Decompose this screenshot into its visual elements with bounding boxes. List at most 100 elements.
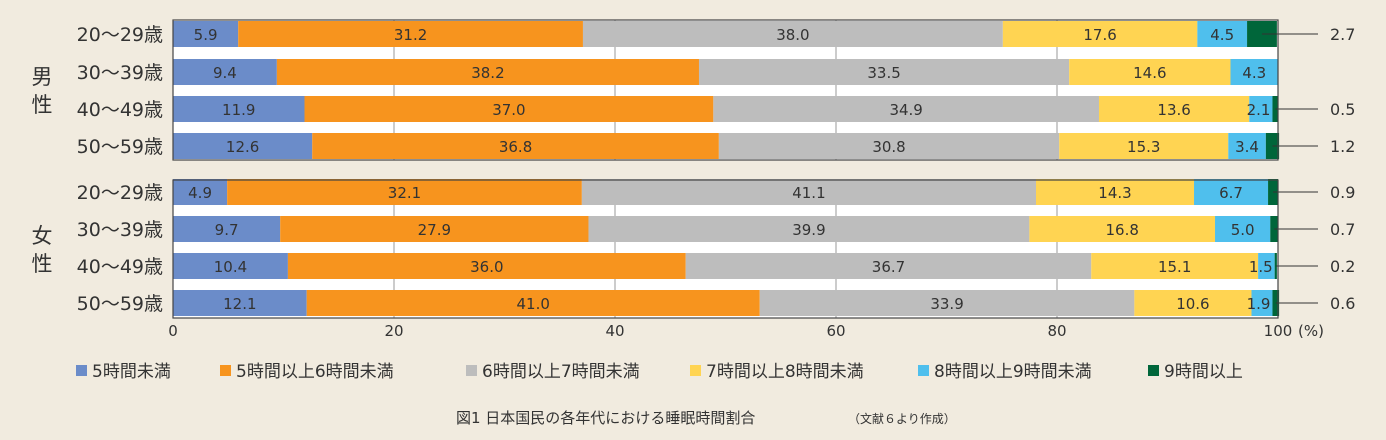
data-label: 0.7 bbox=[1330, 220, 1355, 239]
legend-label: 8時間以上9時間未満 bbox=[934, 362, 1092, 382]
data-label: 1.5 bbox=[1249, 258, 1273, 276]
bar-segment bbox=[1036, 179, 1195, 205]
group-label: 男 bbox=[32, 65, 53, 89]
data-label: 15.3 bbox=[1127, 138, 1160, 156]
category-label: 50〜59歳 bbox=[77, 136, 163, 158]
data-label: 38.2 bbox=[471, 64, 504, 82]
bar-segment bbox=[759, 290, 1135, 316]
legend-swatch bbox=[690, 365, 701, 376]
data-label: 2.7 bbox=[1330, 25, 1355, 44]
bar-segment bbox=[1098, 96, 1250, 122]
category-label: 20〜29歳 bbox=[77, 24, 163, 46]
data-label: 10.6 bbox=[1176, 295, 1209, 313]
bar-segment bbox=[1258, 253, 1275, 279]
bar-segment bbox=[1069, 59, 1231, 85]
legend-label: 9時間以上 bbox=[1164, 362, 1243, 382]
legend-label: 5時間未満 bbox=[92, 362, 171, 382]
x-tick-label: 100 bbox=[1264, 322, 1293, 340]
data-label: 41.1 bbox=[792, 184, 825, 202]
data-label: 27.9 bbox=[418, 221, 451, 239]
data-label: 0.5 bbox=[1330, 100, 1355, 119]
data-label: 9.7 bbox=[215, 221, 239, 239]
legend-label: 5時間以上6時間未満 bbox=[236, 362, 394, 382]
data-label: 12.6 bbox=[226, 138, 259, 156]
data-label: 13.6 bbox=[1157, 101, 1190, 119]
bar-segment bbox=[238, 21, 583, 47]
category-label: 50〜59歳 bbox=[77, 293, 163, 315]
data-label: 41.0 bbox=[517, 295, 550, 313]
bar-segment bbox=[1194, 179, 1269, 205]
data-label: 32.1 bbox=[388, 184, 421, 202]
bar-segment bbox=[173, 179, 228, 205]
bar-segment bbox=[304, 96, 714, 122]
x-tick-label: 20 bbox=[384, 322, 403, 340]
data-label: 36.0 bbox=[470, 258, 503, 276]
bar-segment bbox=[1228, 133, 1266, 159]
data-label: 4.3 bbox=[1242, 64, 1266, 82]
bar-segment bbox=[173, 96, 305, 122]
data-label: 12.1 bbox=[223, 295, 256, 313]
x-tick-label: 0 bbox=[168, 322, 178, 340]
category-label: 40〜49歳 bbox=[77, 99, 163, 121]
x-axis-unit: (%) bbox=[1298, 322, 1324, 340]
data-label: 36.7 bbox=[872, 258, 905, 276]
legend-swatch bbox=[1148, 365, 1159, 376]
legend-swatch bbox=[918, 365, 929, 376]
data-label: 0.9 bbox=[1330, 183, 1355, 202]
data-label: 5.0 bbox=[1231, 221, 1255, 239]
bar-segment bbox=[280, 216, 589, 242]
data-label: 3.4 bbox=[1235, 138, 1259, 156]
data-label: 30.8 bbox=[872, 138, 905, 156]
legend-swatch bbox=[466, 365, 477, 376]
data-label: 33.9 bbox=[930, 295, 963, 313]
data-label: 6.7 bbox=[1219, 184, 1243, 202]
bar-segment bbox=[1002, 21, 1198, 47]
bar-segment bbox=[1197, 21, 1248, 47]
legend-swatch bbox=[220, 365, 231, 376]
category-label: 30〜39歳 bbox=[77, 219, 163, 241]
legend-label: 7時間以上8時間未満 bbox=[706, 362, 864, 382]
plot-border bbox=[172, 19, 1279, 161]
data-label: 38.0 bbox=[776, 26, 809, 44]
bar-segment bbox=[698, 59, 1070, 85]
data-label: 1.2 bbox=[1330, 137, 1355, 156]
bar-segment bbox=[581, 179, 1037, 205]
group-label: 性 bbox=[32, 252, 53, 276]
x-tick-label: 60 bbox=[826, 322, 845, 340]
category-label: 30〜39歳 bbox=[77, 62, 163, 84]
data-label: 36.8 bbox=[499, 138, 532, 156]
bar-segment bbox=[312, 133, 719, 159]
bar-segment bbox=[1251, 290, 1273, 316]
data-label: 39.9 bbox=[792, 221, 825, 239]
bar-segment bbox=[1091, 253, 1259, 279]
bar-segment bbox=[713, 96, 1099, 122]
bar-segment bbox=[685, 253, 1092, 279]
data-label: 31.2 bbox=[394, 26, 427, 44]
data-label: 33.5 bbox=[867, 64, 900, 82]
bar-segment bbox=[173, 253, 288, 279]
bar-segment bbox=[173, 290, 307, 316]
bar-segment bbox=[1230, 59, 1278, 85]
bar-segment bbox=[173, 59, 277, 85]
bar-segment bbox=[276, 59, 699, 85]
bar-segment bbox=[1249, 96, 1273, 122]
bar-segment bbox=[582, 21, 1003, 47]
data-label: 15.1 bbox=[1158, 258, 1191, 276]
data-label: 2.1 bbox=[1247, 101, 1271, 119]
bar-segment bbox=[173, 21, 239, 47]
data-label: 1.9 bbox=[1247, 295, 1271, 313]
chart-title: 図1 日本国民の各年代における睡眠時間割合 bbox=[456, 409, 755, 427]
data-label: 14.6 bbox=[1133, 64, 1166, 82]
bar-segment bbox=[173, 216, 281, 242]
legend-label: 6時間以上7時間未満 bbox=[482, 362, 640, 382]
source-note: （文献６より作成） bbox=[848, 411, 956, 426]
data-label: 9.4 bbox=[213, 64, 237, 82]
data-label: 5.9 bbox=[194, 26, 218, 44]
data-label: 37.0 bbox=[492, 101, 525, 119]
x-tick-label: 40 bbox=[605, 322, 624, 340]
category-label: 20〜29歳 bbox=[77, 182, 163, 204]
bar-segment bbox=[1059, 133, 1229, 159]
bar-segment bbox=[287, 253, 686, 279]
bar-segment bbox=[1215, 216, 1271, 242]
